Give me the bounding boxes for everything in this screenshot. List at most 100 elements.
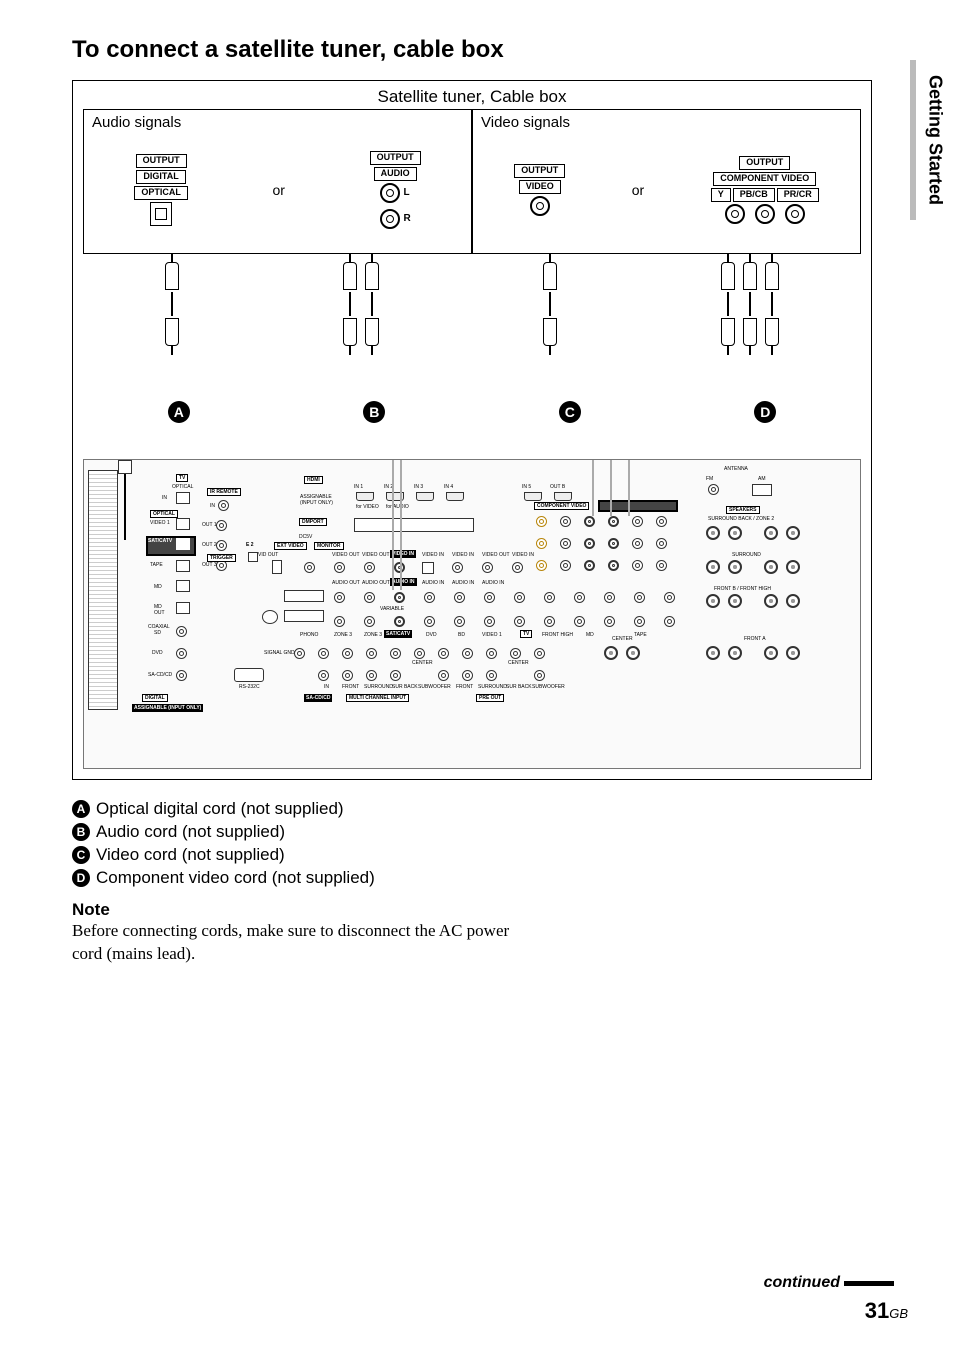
- hdmi-label: HDMI: [304, 476, 323, 484]
- md-label: MD: [154, 584, 162, 590]
- svideo-jack-icon: [272, 560, 282, 574]
- rca-jack-icon: [656, 516, 667, 527]
- video-in-label: VIDEO IN: [512, 552, 534, 558]
- legend-c-text: Video cord (not supplied): [96, 844, 285, 867]
- rca-jack-icon: [584, 516, 595, 527]
- speaker-terminal-icon: [706, 526, 720, 540]
- legend-bullet-b: B: [72, 823, 90, 841]
- digital-label: DIGITAL: [142, 694, 168, 702]
- rca-jack-icon: [484, 616, 495, 627]
- output-label: OUTPUT: [370, 151, 421, 165]
- speaker-terminal-icon: [706, 646, 720, 660]
- prcr-label: PR/CR: [777, 188, 819, 202]
- rca-jack-icon: [380, 209, 400, 229]
- page-number-value: 31: [865, 1298, 889, 1323]
- audio-signals-half: Audio signals OUTPUT DIGITAL OPTICAL or …: [83, 109, 472, 254]
- rca-jack-icon: [462, 670, 473, 681]
- in1-label: IN 1: [354, 484, 363, 490]
- front-label: FRONT: [342, 684, 359, 690]
- out-label: OUT: [154, 610, 165, 616]
- video1-label: VIDEO 1: [150, 520, 170, 526]
- rca-jack-icon: [544, 592, 555, 603]
- rca-jack-icon: [656, 560, 667, 571]
- rca-jack-icon: [424, 616, 435, 627]
- front-label: FRONT: [456, 684, 473, 690]
- cable-line: [124, 474, 126, 540]
- rca-jack-icon: [608, 538, 619, 549]
- cable-line: [610, 460, 612, 516]
- rca-jack-icon: [514, 616, 525, 627]
- section-name: Getting Started: [925, 75, 946, 205]
- fm-label: FM: [706, 476, 713, 482]
- optical-jack-icon: [150, 202, 172, 226]
- audio-label: AUDIO: [374, 167, 417, 181]
- rca-jack-icon: [560, 516, 571, 527]
- audio-out-label: AUDIO OUT: [332, 580, 360, 586]
- rca-jack-icon: [394, 616, 405, 627]
- rca-jack-icon: [512, 562, 523, 573]
- rca-jack-icon: [632, 538, 643, 549]
- cable-line: [400, 460, 402, 590]
- md-label: MD: [586, 632, 594, 638]
- satcatv-label: SAT/CATV: [384, 630, 412, 638]
- rca-jack-icon: [364, 616, 375, 627]
- input-only-label: (INPUT ONLY): [300, 500, 333, 506]
- rca-jack-icon: [536, 516, 547, 527]
- speaker-terminal-icon: [786, 594, 800, 608]
- video-out-label: VIDEO OUT: [362, 552, 390, 558]
- or-text: or: [632, 182, 644, 198]
- video1-label: VIDEO 1: [482, 632, 502, 638]
- tv-label: TV: [520, 630, 532, 638]
- rca-jack-icon: [510, 648, 521, 659]
- surround-back-zone2-label: SURROUND BACK / ZONE 2: [708, 516, 774, 522]
- sacd-cd-label: SA-CD/CD: [304, 694, 332, 702]
- optical-label: OPTICAL: [134, 186, 188, 200]
- rca-jack-icon: [534, 670, 545, 681]
- rca-jack-icon: [216, 540, 227, 551]
- center-label: CENTER: [508, 660, 529, 666]
- rca-jack-icon: [334, 592, 345, 603]
- rca-jack-icon: [664, 592, 675, 603]
- rca-jack-icon: [634, 616, 645, 627]
- subwoofer-label: SUBWOOFER: [532, 684, 565, 690]
- rca-jack-icon: [334, 616, 345, 627]
- tape-label: TAPE: [634, 632, 647, 638]
- trigger-label: TRIGGER: [207, 554, 236, 562]
- optical-jack-icon: [176, 602, 190, 614]
- video-in-label: VIDEO IN: [452, 552, 474, 558]
- audio-signals-label: Audio signals: [92, 114, 463, 131]
- r-label: R: [404, 213, 411, 224]
- hdmi-port-icon: [446, 492, 464, 501]
- phono-label: PHONO: [300, 632, 318, 638]
- mini-jack-icon: [218, 500, 229, 511]
- rca-jack-icon: [785, 204, 805, 224]
- y-label: Y: [711, 188, 731, 202]
- l-label: L: [404, 187, 410, 198]
- speaker-terminal-icon: [764, 594, 778, 608]
- sur-back-label: SUR BACK: [392, 684, 418, 690]
- surround-label: SURROUND: [364, 684, 393, 690]
- digital-label: DIGITAL: [136, 170, 185, 184]
- section-side-tab: Getting Started: [910, 60, 954, 220]
- dmport-label: DMPORT: [299, 518, 327, 526]
- zone2-port-icon: [248, 552, 258, 562]
- in-label: IN: [162, 495, 167, 501]
- rca-jack-icon: [318, 670, 329, 681]
- rca-jack-icon: [544, 616, 555, 627]
- speaker-terminal-icon: [728, 560, 742, 574]
- sur-back-label: SUR BACK: [506, 684, 532, 690]
- rca-jack-icon: [364, 562, 375, 573]
- rca-jack-icon: [342, 670, 353, 681]
- component-video-output-block: OUTPUT COMPONENT VIDEO Y PB/CB PR/CR: [711, 156, 819, 224]
- tv-label: TV: [176, 474, 188, 482]
- rca-jack-icon: [366, 670, 377, 681]
- ext-video-label: EXT VIDEO: [274, 542, 307, 550]
- dvd-label: DVD: [152, 650, 163, 656]
- rca-jack-icon: [342, 648, 353, 659]
- rca-jack-icon: [574, 592, 585, 603]
- rca-jack-icon: [454, 592, 465, 603]
- in-label: IN: [324, 684, 329, 690]
- rca-jack-icon: [390, 670, 401, 681]
- signal-gnd-label: SIGNAL GND: [264, 650, 295, 656]
- speaker-terminal-icon: [728, 646, 742, 660]
